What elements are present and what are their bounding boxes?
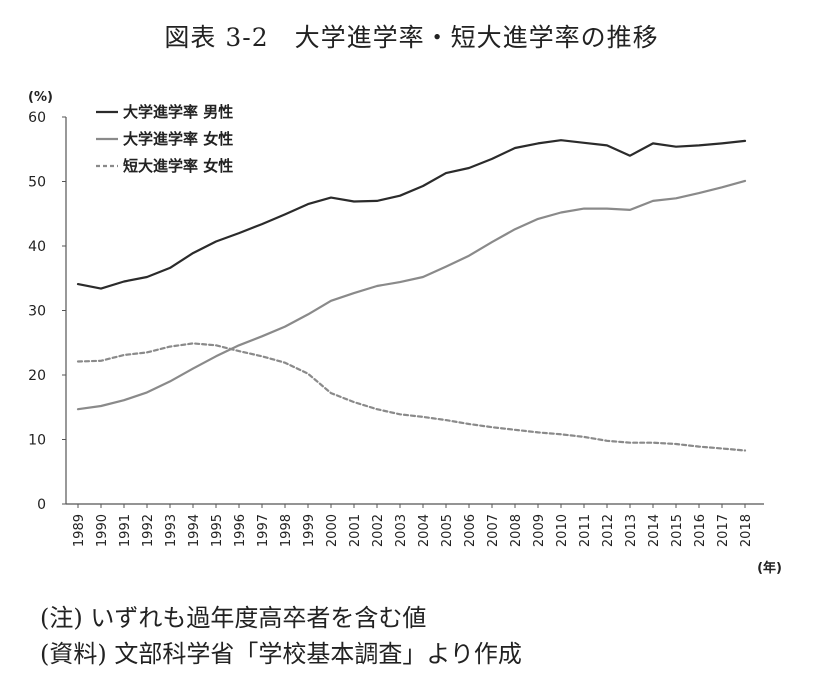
x-tick-label: 2016 bbox=[693, 514, 708, 547]
y-axis-unit: (%) bbox=[28, 90, 53, 105]
legend-label-1: 大学進学率 男性 bbox=[123, 103, 233, 121]
x-tick-label: 1993 bbox=[164, 514, 179, 547]
y-tick-label: 60 bbox=[28, 110, 46, 126]
x-tick-label: 2010 bbox=[555, 514, 570, 547]
x-tick-label: 1999 bbox=[302, 514, 317, 547]
x-tick-label: 1994 bbox=[187, 514, 202, 547]
y-tick-label: 50 bbox=[28, 175, 46, 191]
y-tick-label: 20 bbox=[28, 368, 46, 384]
y-tick-label: 30 bbox=[28, 304, 46, 320]
x-tick-label: 1996 bbox=[233, 514, 248, 547]
x-tick-label: 2004 bbox=[417, 514, 432, 547]
x-tick-label: 1992 bbox=[141, 514, 156, 547]
x-tick-label: 2005 bbox=[440, 514, 455, 547]
x-tick-label: 2017 bbox=[716, 514, 731, 547]
x-tick-label: 2014 bbox=[647, 514, 662, 547]
x-tick-label: 2012 bbox=[601, 514, 616, 547]
series-line-1 bbox=[76, 139, 747, 290]
x-tick-label: 2000 bbox=[325, 514, 340, 547]
x-axis-unit: (年) bbox=[757, 560, 782, 576]
x-tick-label: 1997 bbox=[256, 514, 271, 547]
series-line-2 bbox=[76, 179, 747, 411]
series-line-3 bbox=[76, 342, 747, 452]
footnote-note: (注) いずれも過年度高卒者を含む値 bbox=[40, 604, 427, 632]
x-tick-label: 1998 bbox=[279, 514, 294, 547]
x-tick-label: 2011 bbox=[578, 514, 593, 547]
x-tick-label: 2003 bbox=[394, 514, 409, 547]
axes: 0 10 20 30 40 50 60 (%) 1989 1990 1991 1992 1993 1994… bbox=[28, 90, 782, 576]
x-tick-label: 2002 bbox=[371, 514, 386, 547]
x-tick-label: 2018 bbox=[739, 514, 754, 547]
chart-title: 図表 3-2 大学進学率・短大進学率の推移 bbox=[164, 23, 659, 52]
x-tick-label: 2007 bbox=[486, 514, 501, 547]
line-chart: 0 10 20 30 40 50 60 (%) 1989 1990 1991 1992 1993 1994… bbox=[28, 90, 782, 576]
x-tick-label: 1990 bbox=[95, 514, 110, 547]
x-tick-label: 2009 bbox=[532, 514, 547, 547]
legend-label-2: 大学進学率 女性 bbox=[123, 130, 233, 148]
x-tick-label: 2013 bbox=[624, 514, 639, 547]
x-tick-label: 1991 bbox=[118, 514, 133, 547]
x-tick-label: 2001 bbox=[348, 514, 363, 547]
x-tick-label: 2015 bbox=[670, 514, 685, 547]
x-tick-label: 1995 bbox=[210, 514, 225, 547]
series-layer bbox=[76, 139, 747, 452]
x-tick-label: 2006 bbox=[463, 514, 478, 547]
y-tick-label: 0 bbox=[37, 497, 46, 513]
y-tick-label: 10 bbox=[28, 433, 46, 449]
x-tick-label: 2008 bbox=[509, 514, 524, 547]
footnote-source: (資料) 文部科学省「学校基本調査」より作成 bbox=[40, 640, 522, 668]
x-tick-label: 1989 bbox=[72, 514, 87, 547]
legend-label-3: 短大進学率 女性 bbox=[123, 157, 233, 175]
y-tick-label: 40 bbox=[28, 239, 46, 255]
